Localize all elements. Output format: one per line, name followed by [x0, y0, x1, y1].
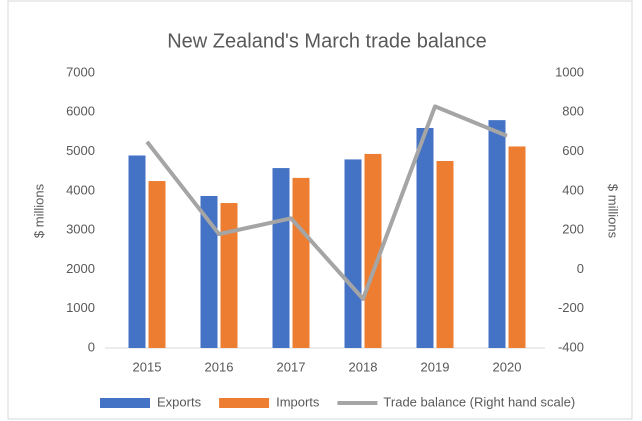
y-axis-label: $ millions — [31, 183, 46, 238]
bar — [488, 120, 506, 349]
bar — [364, 153, 382, 348]
line-series — [145, 104, 508, 301]
bar — [508, 146, 526, 348]
bar — [200, 195, 218, 348]
x-tick-label: 2018 — [349, 359, 378, 374]
legend-label: Imports — [276, 394, 320, 409]
y-tick-label: 4000 — [66, 182, 95, 197]
y2-tick-label: 800 — [562, 104, 584, 119]
legend-label: Exports — [157, 394, 202, 409]
y2-tick-label: -400 — [558, 339, 584, 354]
y2-tick-label: 400 — [562, 182, 584, 197]
y-tick-label: 3000 — [66, 222, 95, 237]
y2-tick-label: -200 — [558, 300, 584, 315]
x-tick-label: 2020 — [493, 359, 522, 374]
bar — [416, 128, 434, 348]
y-tick-label: 7000 — [66, 64, 95, 79]
bar — [128, 155, 146, 348]
y2-tick-label: 600 — [562, 143, 584, 158]
y-tick-label: 1000 — [66, 300, 95, 315]
bar — [148, 181, 166, 348]
bar — [344, 159, 362, 348]
bar — [220, 203, 238, 348]
bar — [272, 168, 290, 348]
chart-title: New Zealand's March trade balance — [167, 30, 487, 52]
legend-swatch — [219, 398, 270, 408]
y-tick-label: 5000 — [66, 143, 95, 158]
y-tick-label: 0 — [88, 339, 95, 354]
y-tick-label: 2000 — [66, 261, 95, 276]
x-tick-label: 2016 — [205, 359, 234, 374]
x-tick-label: 2017 — [277, 359, 306, 374]
legend-label: Trade balance (Right hand scale) — [383, 394, 575, 409]
y2-tick-label: 1000 — [555, 64, 584, 79]
y2-tick-label: 0 — [577, 261, 584, 276]
bar — [436, 161, 454, 348]
x-tick-label: 2015 — [133, 359, 162, 374]
bar — [292, 177, 310, 348]
y2-axis-label: $ millions — [606, 184, 621, 239]
legend-swatch — [100, 398, 150, 408]
y-tick-label: 6000 — [66, 104, 95, 119]
chart-frame — [7, 0, 633, 420]
y2-tick-label: 200 — [562, 222, 584, 237]
x-tick-label: 2019 — [421, 359, 450, 374]
